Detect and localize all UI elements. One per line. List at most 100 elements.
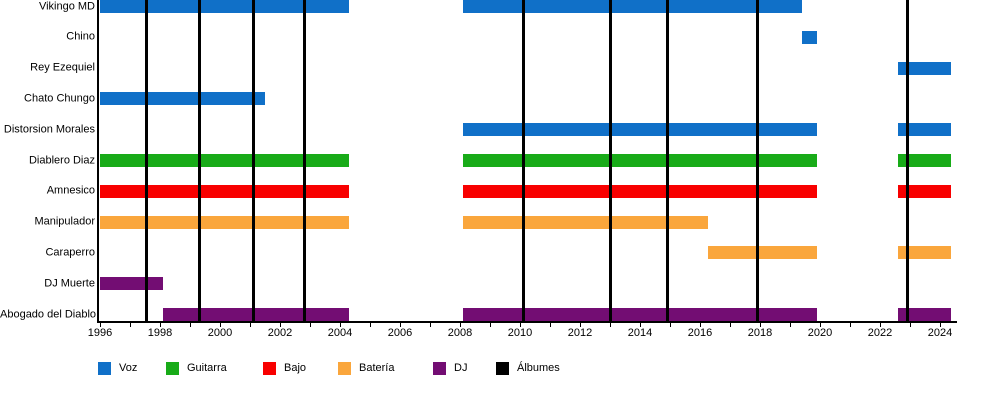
member-label: Vikingo MD xyxy=(38,0,95,12)
x-axis-tick xyxy=(250,322,251,327)
legend-color-swatch xyxy=(263,362,276,375)
x-axis-tick xyxy=(490,322,491,327)
album-release-line xyxy=(608,0,612,322)
timeline-bar xyxy=(898,123,951,137)
x-axis-tick-label: 2012 xyxy=(567,327,593,339)
legend-item: DJ xyxy=(433,362,467,375)
x-axis-tick xyxy=(940,322,941,327)
member-label: Caraperro xyxy=(45,246,95,259)
x-axis-tick xyxy=(670,322,671,327)
timeline-bar xyxy=(898,61,951,75)
x-axis-tick-label: 2020 xyxy=(807,327,833,339)
timeline-bar xyxy=(100,277,163,291)
timeline-bar xyxy=(463,154,817,167)
x-axis-tick xyxy=(160,322,161,327)
album-release-line xyxy=(302,0,306,322)
x-axis-tick xyxy=(220,322,221,327)
legend-label: Guitarra xyxy=(187,362,227,374)
x-axis-tick xyxy=(610,322,611,327)
album-release-line xyxy=(755,0,759,322)
legend-label: Bajo xyxy=(284,362,307,374)
legend-label: Batería xyxy=(359,362,395,374)
x-axis-line xyxy=(97,321,957,323)
x-axis-tick xyxy=(850,322,851,327)
album-release-line xyxy=(521,0,525,322)
timeline-bar xyxy=(463,0,802,13)
x-axis-tick-label: 2010 xyxy=(507,327,533,339)
timeline-bar xyxy=(463,215,708,229)
legend-item: Bajo xyxy=(263,362,306,375)
member-label: Chato Chungo xyxy=(24,92,95,105)
legend-item: Álbumes xyxy=(496,362,560,375)
x-axis-tick xyxy=(280,322,281,327)
timeline-bar xyxy=(100,154,349,167)
x-axis-tick xyxy=(400,322,401,327)
x-axis-tick xyxy=(730,322,731,327)
x-axis-tick xyxy=(910,322,911,327)
legend-color-swatch xyxy=(496,362,509,375)
x-axis-tick-label: 2016 xyxy=(687,327,713,339)
x-axis-tick xyxy=(700,322,701,327)
legend-label: Voz xyxy=(119,362,138,374)
legend-color-swatch xyxy=(433,362,446,375)
member-label: Distorsion Morales xyxy=(3,123,95,136)
x-axis-tick xyxy=(760,322,761,327)
x-axis-tick-label: 2014 xyxy=(627,327,653,339)
timeline-bar xyxy=(898,184,951,198)
legend-color-swatch xyxy=(98,362,111,375)
legend-label: Álbumes xyxy=(517,362,560,374)
x-axis-tick xyxy=(550,322,551,327)
x-axis-tick xyxy=(790,322,791,327)
timeline-bar xyxy=(898,246,951,260)
x-axis-tick-label: 2018 xyxy=(747,327,773,339)
timeline-bar xyxy=(100,184,349,198)
timeline-bar xyxy=(463,184,817,198)
x-axis-tick xyxy=(310,322,311,327)
album-release-line xyxy=(145,0,148,322)
timeline-bar xyxy=(898,308,951,321)
x-axis-tick xyxy=(640,322,641,327)
x-axis-tick-label: 1998 xyxy=(147,327,173,339)
timeline-bar xyxy=(100,92,265,106)
x-axis-tick xyxy=(130,322,131,327)
member-label: Diablero Diaz xyxy=(28,154,95,166)
timeline-bar xyxy=(463,123,817,137)
legend-color-swatch xyxy=(338,362,351,375)
member-label: Manipulador xyxy=(34,215,95,228)
member-label: Abogado del Diablo xyxy=(0,308,97,320)
x-axis-tick xyxy=(430,322,431,327)
x-axis-tick xyxy=(580,322,581,327)
timeline-bar xyxy=(163,308,349,321)
x-axis-tick xyxy=(100,322,101,327)
member-label: Amnesico xyxy=(46,184,95,197)
timeline-bar xyxy=(100,215,349,229)
timeline-bar xyxy=(802,30,817,44)
legend-item: Guitarra xyxy=(166,362,227,375)
timeline-bar xyxy=(100,0,349,13)
timeline-bar xyxy=(463,308,817,321)
timeline-bar xyxy=(898,154,951,167)
chart-legend: Voz Guitarra Bajo Batería DJ Álbumes xyxy=(0,0,1000,375)
x-axis-tick xyxy=(340,322,341,327)
legend-item: Voz xyxy=(98,362,137,375)
x-axis-tick xyxy=(820,322,821,327)
timeline-bar xyxy=(707,246,817,260)
x-axis-tick-label: 2022 xyxy=(867,327,893,339)
album-release-line xyxy=(665,0,669,322)
x-axis-tick xyxy=(460,322,461,327)
legend-label: DJ xyxy=(454,362,468,374)
member-label: Chino xyxy=(66,30,95,43)
x-axis-tick xyxy=(370,322,371,327)
x-axis-tick xyxy=(880,322,881,327)
x-axis-tick-label: 2000 xyxy=(207,327,233,339)
timeline-plot: Vikingo MD Chino Rey Ezequiel Chato Chungo D… xyxy=(0,0,957,339)
member-label: Rey Ezequiel xyxy=(30,61,95,74)
album-release-line xyxy=(905,0,909,322)
album-release-line xyxy=(197,0,201,322)
x-axis-tick xyxy=(520,322,521,327)
legend-color-swatch xyxy=(166,362,179,375)
x-axis-tick-label: 2006 xyxy=(387,327,413,339)
member-label: DJ Muerte xyxy=(44,277,95,290)
x-axis-tick-label: 2002 xyxy=(267,327,293,339)
